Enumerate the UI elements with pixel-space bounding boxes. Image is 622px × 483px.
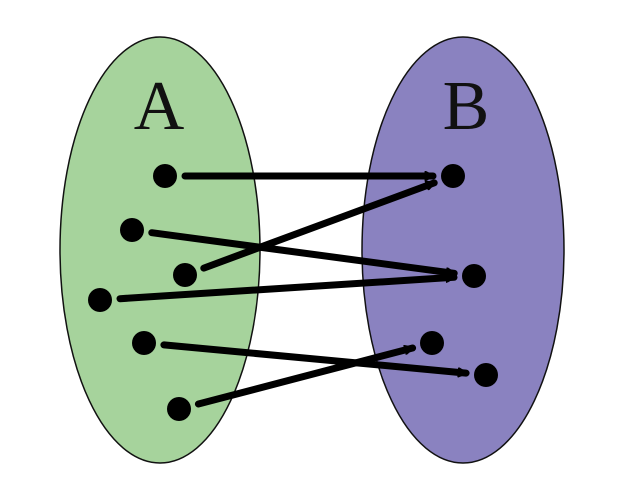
set-a-label: A [134, 68, 185, 145]
set-b-label: B [443, 68, 490, 145]
set-a-points [88, 164, 197, 421]
point-a-3 [173, 263, 197, 287]
point-a-5 [132, 331, 156, 355]
mapping-arrows [116, 176, 470, 408]
mapping-arrow-6 [194, 344, 417, 408]
point-a-2 [120, 218, 144, 242]
point-b-1 [441, 164, 465, 188]
set-b-ellipse [361, 36, 565, 464]
mapping-arrow-4 [116, 277, 458, 303]
set-b-points [420, 164, 498, 387]
mapping-arrow-3 [200, 179, 438, 272]
point-b-3 [420, 331, 444, 355]
mapping-arrow-2 [148, 229, 458, 274]
point-a-6 [167, 397, 191, 421]
point-b-4 [474, 363, 498, 387]
point-b-2 [462, 264, 486, 288]
point-a-4 [88, 288, 112, 312]
mapping-arrow-5 [160, 341, 470, 373]
point-a-1 [153, 164, 177, 188]
